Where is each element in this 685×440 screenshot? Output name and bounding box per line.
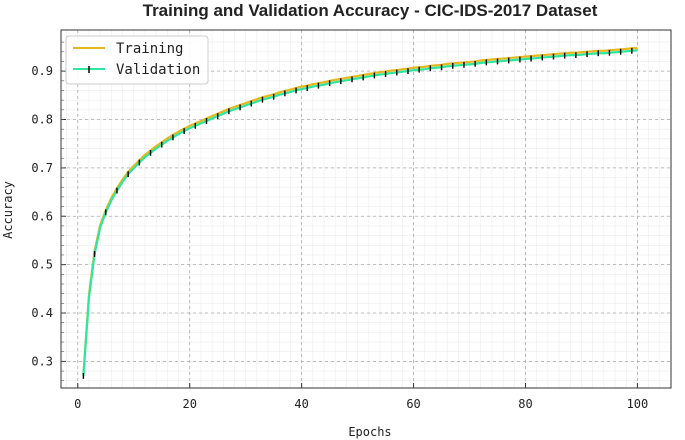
series-layer (82, 46, 638, 379)
y-tick-label: 0.9 (31, 64, 53, 78)
legend: Training Validation (65, 35, 209, 85)
legend-label-validation: Validation (116, 62, 200, 78)
chart-title: Training and Validation Accuracy - CIC-I… (143, 1, 598, 20)
x-axis-label: Epochs (348, 425, 391, 439)
y-tick-label: 0.6 (31, 209, 53, 223)
y-tick-label: 0.8 (31, 113, 53, 127)
y-tick-label: 0.3 (31, 354, 53, 368)
y-tick-label: 0.7 (31, 161, 53, 175)
x-tick-label: 100 (627, 397, 649, 411)
x-tick-label: 80 (518, 397, 532, 411)
y-tick-label: 0.5 (31, 258, 53, 272)
plot-frame (60, 29, 672, 389)
y-tick-label: 0.4 (31, 306, 53, 320)
x-tick-label: 60 (406, 397, 420, 411)
x-tick-label: 0 (74, 397, 81, 411)
legend-label-training: Training (116, 41, 183, 57)
axes: 0 20 40 60 80 100 0.3 0.4 0.5 0.6 0.7 0.8 0.9 (31, 41, 649, 411)
x-tick-label: 40 (294, 397, 308, 411)
series-line-training (82, 46, 638, 376)
grid (61, 30, 672, 388)
x-tick-label: 20 (182, 397, 196, 411)
series-line-validation (82, 49, 638, 376)
y-axis-label: Accuracy (1, 181, 15, 239)
